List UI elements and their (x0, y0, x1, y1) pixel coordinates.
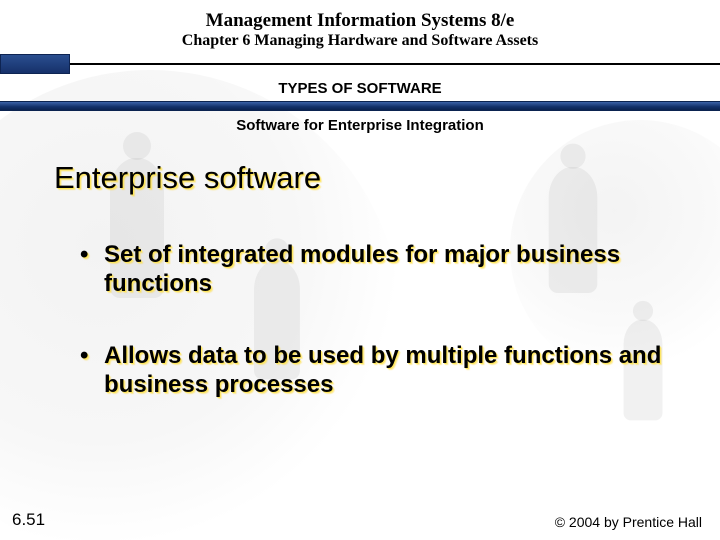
bullet-item: Allows data to be used by multiple funct… (80, 341, 666, 400)
subtitle: Software for Enterprise Integration (0, 117, 720, 134)
bullet-item: Set of integrated modules for major busi… (80, 240, 666, 299)
copyright-text: © 2004 by Prentice Hall (555, 514, 702, 530)
section-title: TYPES OF SOFTWARE (0, 80, 720, 97)
slide-number: 6.51 (12, 510, 45, 530)
chapter-title: Chapter 6 Managing Hardware and Software… (0, 32, 720, 50)
book-title: Management Information Systems 8/e (0, 10, 720, 32)
content-heading: Enterprise software (54, 160, 666, 196)
slide-footer: 6.51 © 2004 by Prentice Hall (0, 510, 720, 530)
accent-band (0, 101, 720, 111)
bullet-list: Set of integrated modules for major busi… (54, 240, 666, 399)
slide-container: Management Information Systems 8/e Chapt… (0, 0, 720, 540)
divider-row (0, 54, 720, 74)
content-area: Enterprise software Set of integrated mo… (0, 134, 720, 399)
slide-header: Management Information Systems 8/e Chapt… (0, 0, 720, 50)
divider-accent-box (0, 54, 70, 74)
divider-line (70, 63, 720, 65)
